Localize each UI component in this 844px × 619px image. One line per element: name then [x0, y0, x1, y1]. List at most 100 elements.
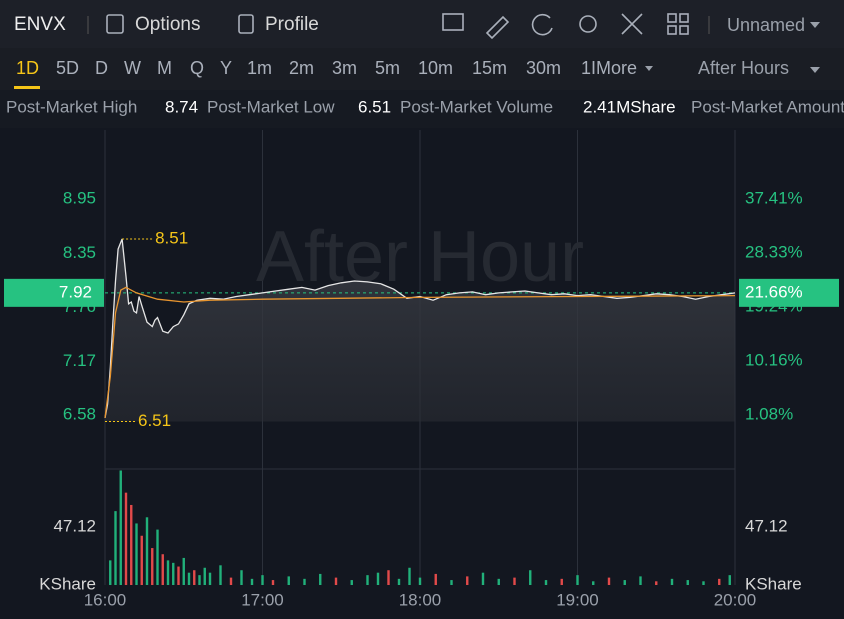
- volume-bar: [350, 580, 353, 585]
- profile[interactable]: Profile: [265, 14, 319, 35]
- vol-unit: KShare: [745, 574, 802, 593]
- volume-bar: [114, 511, 117, 585]
- volume-bar: [172, 562, 175, 585]
- profile-icon[interactable]: [238, 14, 254, 34]
- volume-bar: [560, 578, 563, 585]
- options-icon[interactable]: [106, 14, 124, 34]
- timeframe[interactable]: D: [95, 58, 108, 78]
- x-tick-label: 20:00: [714, 590, 757, 609]
- stat-value: 6.51: [358, 97, 391, 116]
- volume-bar: [366, 575, 369, 585]
- volume-bar: [607, 577, 611, 585]
- volume-bar: [229, 577, 233, 585]
- layout-icon: [679, 25, 689, 35]
- volume-bar: [481, 572, 485, 585]
- fullscreen-icon[interactable]: [621, 13, 643, 35]
- symbol[interactable]: ENVX: [14, 14, 66, 35]
- y2-tick-label: 28.33%: [745, 243, 803, 262]
- timeframe[interactable]: 15m: [472, 58, 507, 78]
- watermark: After Hour: [256, 217, 584, 297]
- volume-bar: [135, 523, 138, 585]
- volume-bar: [303, 578, 306, 585]
- timeframe[interactable]: 1IMore: [581, 58, 637, 78]
- settings-icon[interactable]: [579, 15, 597, 33]
- price-area: [105, 239, 735, 422]
- volume-bar: [166, 560, 170, 585]
- volume-bar: [187, 572, 191, 585]
- volume-bar: [623, 580, 626, 585]
- y2-tick-label: 10.16%: [745, 351, 803, 370]
- refresh-icon[interactable]: [531, 13, 553, 36]
- timeframe[interactable]: 2m: [289, 58, 314, 78]
- timeframe[interactable]: 1D: [16, 58, 39, 78]
- timeframe[interactable]: 1m: [247, 58, 272, 78]
- layout-icon[interactable]: [667, 13, 677, 23]
- volume-bar: [513, 577, 516, 585]
- annotation-label: 8.51: [155, 228, 188, 247]
- volume-bar: [130, 504, 133, 585]
- volume-bar: [434, 573, 437, 585]
- timeframe[interactable]: 30m: [526, 58, 561, 78]
- caret: [810, 67, 820, 73]
- volume-bar: [203, 567, 206, 585]
- y-tick-label: 8.95: [63, 188, 96, 207]
- stats-bg: [0, 90, 844, 128]
- volume-bar: [319, 573, 322, 585]
- layout-name[interactable]: Unnamed: [727, 15, 805, 35]
- volume-bar: [418, 577, 422, 585]
- price-line: [104, 238, 736, 419]
- volume-bar: [576, 575, 579, 585]
- volume-bar: [655, 581, 658, 585]
- timeframe[interactable]: 3m: [332, 58, 357, 78]
- volume-bar: [497, 578, 500, 585]
- volume-bar: [334, 577, 338, 585]
- timeframe[interactable]: M: [157, 58, 172, 78]
- volume-bar: [219, 565, 222, 585]
- y-tick-label: 8.35: [63, 243, 96, 262]
- volume-bar: [408, 567, 411, 585]
- volume-bar: [240, 570, 243, 585]
- timeframe[interactable]: 5D: [56, 58, 79, 78]
- volume-bar: [718, 578, 721, 585]
- y2-tick-label: 37.41%: [745, 189, 803, 208]
- timeframe[interactable]: 5m: [375, 58, 400, 78]
- caret: [645, 66, 653, 71]
- volume-bar: [529, 570, 532, 585]
- volume-bar: [397, 578, 401, 585]
- last-change: 21.66%: [745, 282, 803, 301]
- layout-icon: [667, 25, 677, 35]
- options[interactable]: Options: [135, 14, 200, 35]
- last-price-badge: [4, 278, 104, 307]
- stat-label: Post-Market Low: [207, 97, 335, 116]
- stat-value: 2.41MShare: [583, 97, 676, 116]
- active-underline: [14, 86, 40, 89]
- timeframe[interactable]: Q: [190, 58, 204, 78]
- timeframe[interactable]: 10m: [418, 58, 453, 78]
- stat-label: Post-Market Amount: [691, 97, 844, 116]
- indicator-icon[interactable]: [442, 13, 464, 31]
- volume-bar: [161, 554, 164, 585]
- volume-bar: [728, 575, 731, 585]
- vol-unit: KShare: [39, 574, 96, 593]
- volume-bar: [208, 572, 212, 585]
- volume-bar: [182, 557, 185, 585]
- caret: [810, 22, 820, 28]
- timeframe[interactable]: W: [124, 58, 141, 78]
- draw-icon[interactable]: [485, 15, 510, 40]
- x-tick-label: 16:00: [84, 590, 127, 609]
- timeframe[interactable]: Y: [220, 58, 232, 78]
- session[interactable]: After Hours: [698, 58, 789, 78]
- x-tick-label: 18:00: [399, 590, 442, 609]
- volume-bar: [151, 548, 154, 585]
- volume-bar: [702, 581, 705, 585]
- layout-icon: [679, 13, 689, 23]
- volume-bar: [287, 576, 290, 585]
- y-tick-label: 6.58: [63, 405, 96, 424]
- plot: 16:00 17:00 18:00 19:00 20:00 After Hour 8.95 8…: [4, 130, 839, 609]
- volume-bar: [109, 560, 112, 585]
- volume-bar: [387, 570, 390, 585]
- volume-bar: [177, 566, 180, 585]
- volume-bar: [466, 576, 469, 585]
- volume-bar: [261, 575, 264, 585]
